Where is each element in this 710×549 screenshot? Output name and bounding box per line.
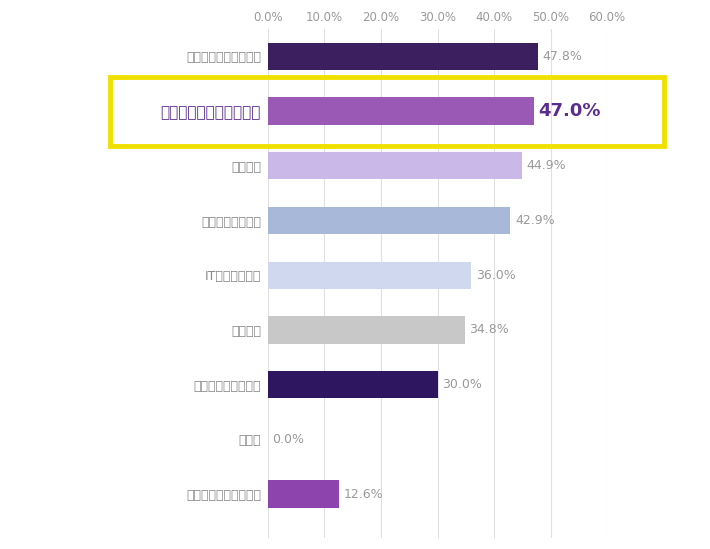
Bar <box>268 316 464 344</box>
Text: 47.8%: 47.8% <box>542 50 583 63</box>
Text: 0.0%: 0.0% <box>273 433 305 446</box>
Text: 12.6%: 12.6% <box>344 488 383 501</box>
Text: 47.0%: 47.0% <box>538 102 601 120</box>
Text: 36.0%: 36.0% <box>476 268 515 282</box>
Bar <box>268 371 437 399</box>
Bar <box>268 480 339 508</box>
Text: 44.9%: 44.9% <box>526 159 566 172</box>
Bar <box>268 152 522 180</box>
Bar <box>268 207 510 234</box>
Text: 42.9%: 42.9% <box>515 214 555 227</box>
Bar <box>268 261 471 289</box>
Text: 34.8%: 34.8% <box>469 323 509 337</box>
Text: 30.0%: 30.0% <box>442 378 482 391</box>
Bar <box>268 43 538 70</box>
Bar <box>268 97 534 125</box>
